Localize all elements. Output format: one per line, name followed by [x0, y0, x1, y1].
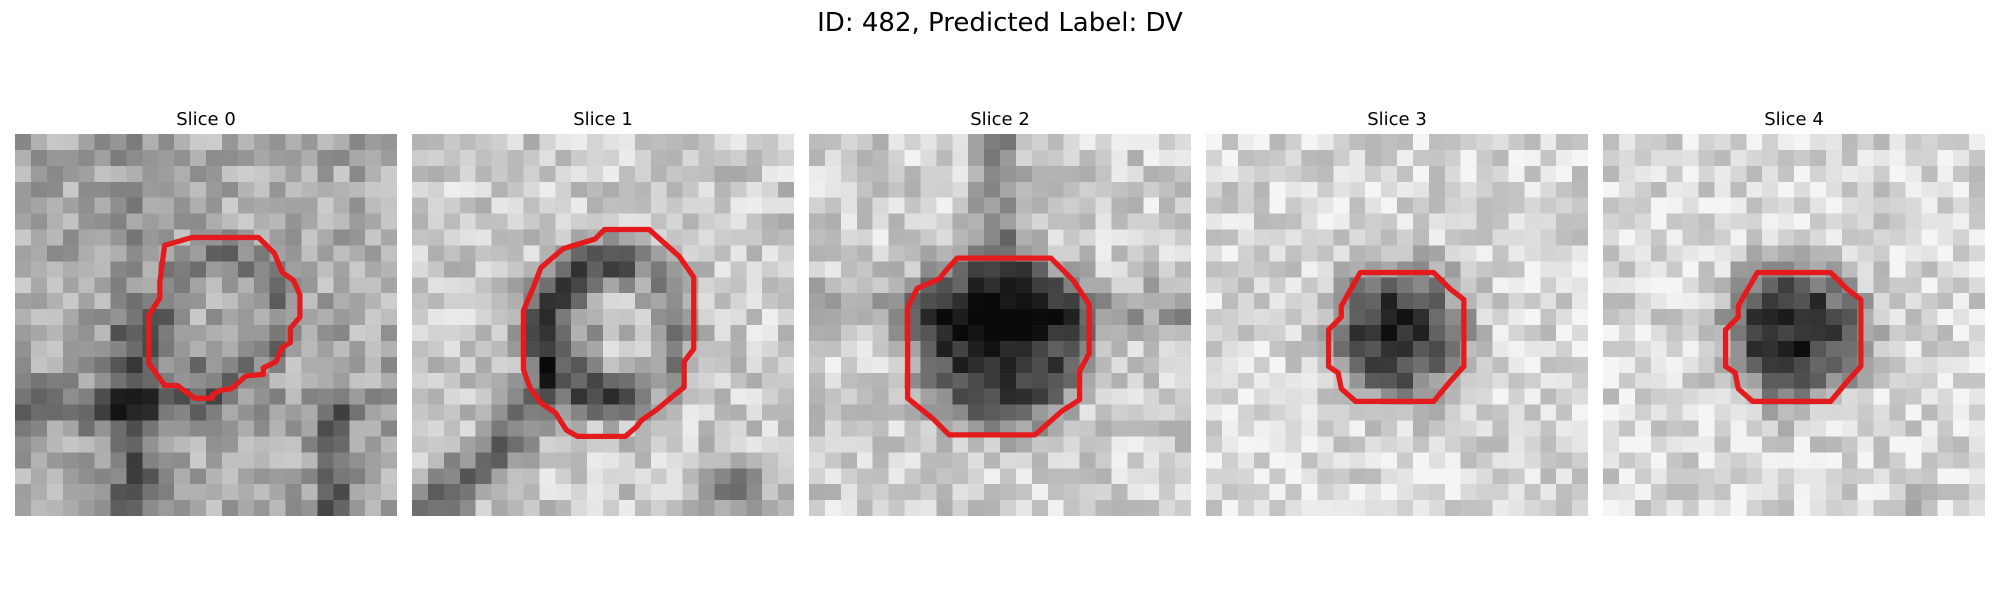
- segmentation-contour: [905, 255, 1092, 438]
- slice-image-2: [809, 134, 1191, 516]
- slice-image-1: [412, 134, 794, 516]
- slice-title-4: Slice 4: [1764, 109, 1824, 130]
- segmentation-contour: [146, 234, 303, 401]
- slice-title-3: Slice 3: [1367, 109, 1427, 130]
- slice-title-0: Slice 0: [176, 109, 236, 130]
- slice-image-3: [1206, 134, 1588, 516]
- segmentation-contour: [520, 226, 697, 440]
- slice-title-1: Slice 1: [573, 109, 633, 130]
- slice-image-0: [15, 134, 397, 516]
- segmentation-contour: [1722, 269, 1864, 405]
- slice-title-2: Slice 2: [970, 109, 1030, 130]
- figure-title: ID: 482, Predicted Label: DV: [817, 8, 1183, 38]
- segmentation-contour: [1325, 269, 1467, 405]
- slice-image-4: [1603, 134, 1985, 516]
